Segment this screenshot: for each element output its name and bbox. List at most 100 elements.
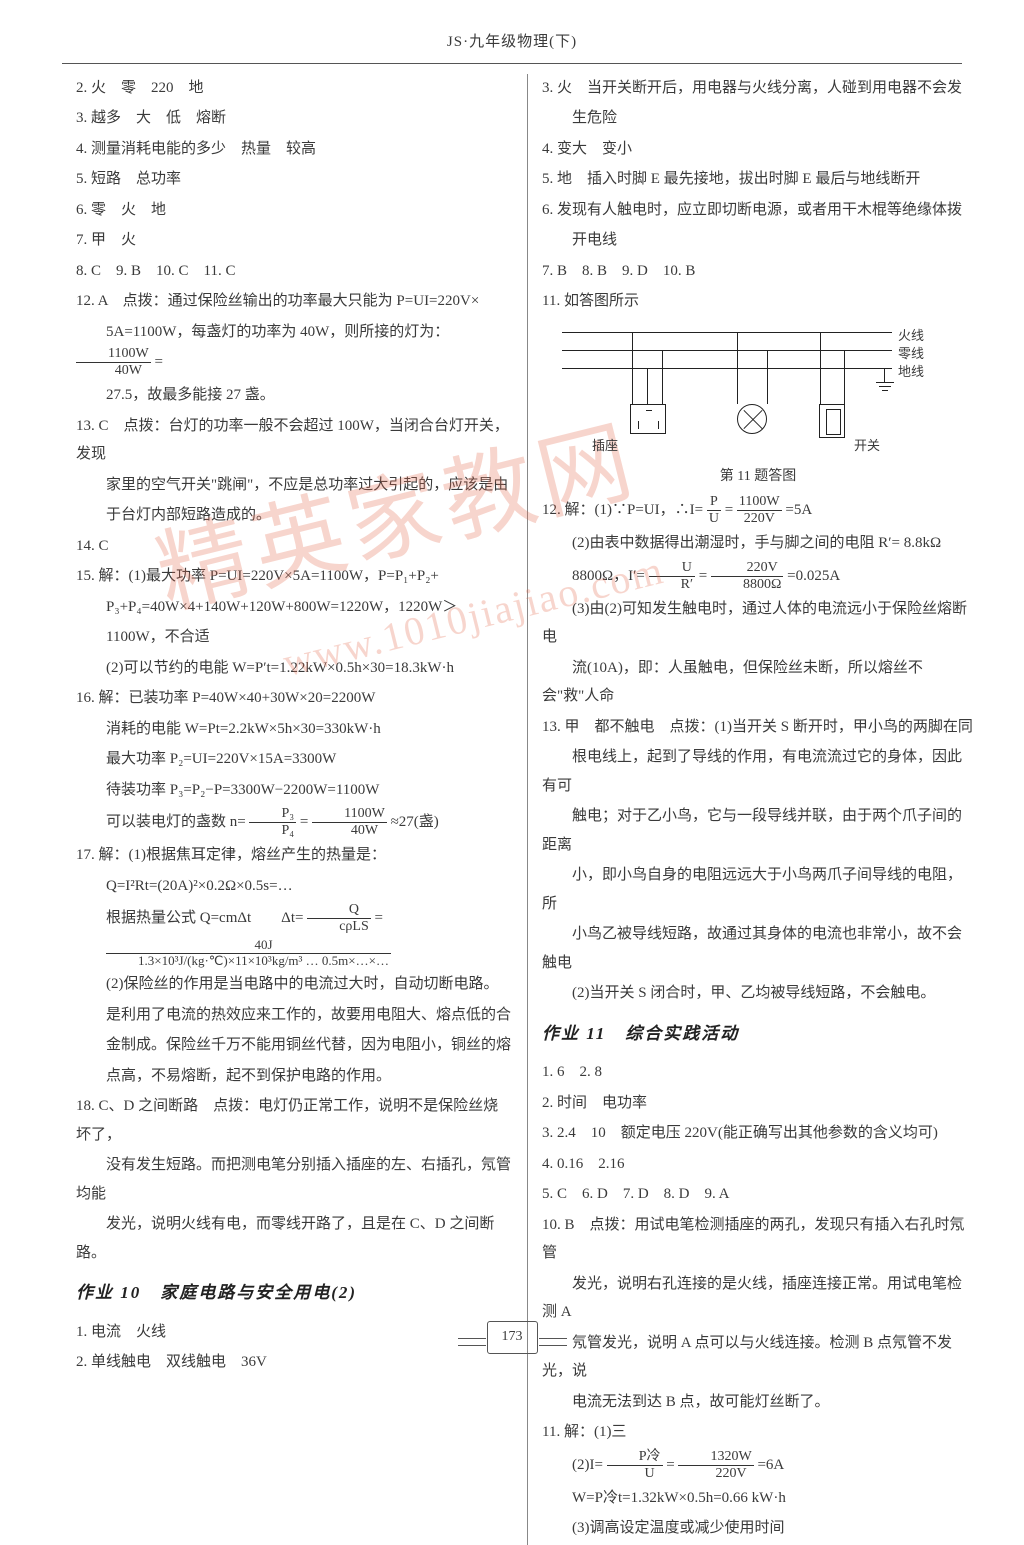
r4: 4. 变大 变小 [542,135,974,164]
ans-17g: 金制成。保险丝千万不能用铜丝代替，因为电阻小，铜丝的熔 [76,1031,513,1060]
ans-17b: Q=I²Rt=(20A)²×0.2Ω×0.5s=… [76,872,513,901]
frac-q: Q cρLS [307,902,371,935]
bulb-icon [737,404,767,434]
frac-long: 40J 1.3×10³J/(kg·℃)×11×10³kg/m³ … 0.5m×…… [106,938,391,969]
drop-bulb-b [767,350,768,404]
s11-2: 2. 时间 电功率 [542,1089,974,1118]
socket-icon [630,404,666,434]
ans-15b: P₃+P₄=40W×4+140W+120W+800W=1220W，1220W＞ [76,593,513,622]
s11-10b: 发光，说明右孔连接的是火线，插座连接正常。用试电笔检测 A [542,1270,974,1327]
s11-11c: W=P冷t=1.32kW×0.5h=0.66 kW·h [542,1484,974,1513]
figure-caption: 第 11 题答图 [542,464,974,491]
ans-13b: 家里的空气开关"跳闸"，不应是总功率过大引起的，应该是由 [76,471,513,500]
r12c-pre: 8800Ω，I′= [572,568,645,584]
r12a-pre: 12. 解：(1)∵P=UI，∴I= [542,502,703,518]
r11: 11. 如答图所示 [542,287,974,316]
frac-bot: 220V [737,511,782,527]
s11-10a: 10. B 点拨：用试电笔检测插座的两孔，发现只有插入右孔时氖管 [542,1211,974,1268]
wire-ground [562,368,892,369]
section-11-title: 作业 11 综合实践活动 [542,1018,974,1050]
drop-socket-a [632,332,633,404]
switch-icon [819,404,845,438]
r3a: 3. 火 当开关断开后，用电器与火线分离，人碰到用电器不会发 [542,74,974,103]
eq: = [666,1457,674,1473]
frac-1100-220: 1100W 220V [737,494,782,527]
s11-11b-pre: (2)I= [572,1457,603,1473]
frac-top: U [649,560,695,577]
r13b: 根电线上，起到了导线的作用，有电流流过它的身体，因此有可 [542,743,974,800]
s11-11b: (2)I= P冷 U = 1320W 220V =6A [542,1449,974,1482]
wire-fire [562,332,892,333]
r12c-post: =0.025A [787,568,840,584]
ans-16b: 消耗的电能 W=Pt=2.2kW×5h×30=330kW·h [76,715,513,744]
ans-17c-text: 根据热量公式 Q=cmΔt Δt= [106,910,303,926]
s11-11b-post: =6A [757,1457,784,1473]
r6b: 开电线 [542,226,974,255]
r12b: (2)由表中数据得出潮湿时，手与脚之间的电阻 R′= 8.8kΩ [542,529,974,558]
r6a: 6. 发现有人触电时，应立即切断电源，或者用干木棍等绝缘体拨 [542,196,974,225]
frac-bot: R′ [649,577,695,593]
frac-top: Q [307,902,371,919]
r12e: 流(10A)，即：人虽触电，但保险丝未断，所以熔丝不会"救"人命 [542,654,974,711]
ans-17d: 40J 1.3×10³J/(kg·℃)×11×10³kg/m³ … 0.5m×…… [76,938,513,969]
ans-17e: (2)保险丝的作用是当电路中的电流过大时，自动切断电路。 [76,970,513,999]
eq: = [375,910,383,926]
drop-sw-a [820,332,821,404]
ans-4: 4. 测量消耗电能的多少 热量 较高 [76,135,513,164]
ans-12b: 5A=1100W，每盏灯的功率为 40W，则所接的灯为： 1100W 40W = [76,318,513,380]
ans-13a: 13. C 点拨：台灯的功率一般不会超过 100W，当闭合台灯开关，发现 [76,412,513,469]
r13a: 13. 甲 都不触电 点拨：(1)当开关 S 断开时，甲小鸟的两脚在同 [542,713,974,742]
frac-220-8800: 220V 8800Ω [711,560,783,593]
ans-16c: 最大功率 P₂=UI=220V×15A=3300W [76,745,513,774]
ans-18a: 18. C、D 之间断路 点拨：电灯仍正常工作，说明不是保险丝烧坏了， [76,1092,513,1149]
frac-top: P₃ [249,806,296,823]
ans-18b: 没有发生短路。而把测电笔分别插入插座的左、右插孔，氖管均能 [76,1151,513,1208]
ans-3: 3. 越多 大 低 熔断 [76,104,513,133]
frac-1100-40: 1100W 40W [76,346,151,379]
ground-icon [876,382,894,391]
r13c: 触电；对于乙小鸟，它与一段导线并联，由于两个爪子间的距离 [542,802,974,859]
s11-11d: (3)调高设定温度或减少使用时间 [542,1514,974,1543]
label-switch: 开关 [854,434,880,459]
eq: = [699,568,707,584]
page-footer: 173 [0,1321,1024,1354]
r13f: (2)当开关 S 闭合时，甲、乙均被导线短路，不会触电。 [542,979,974,1008]
frac-top: P [707,494,721,511]
ans-8: 8. C 9. B 10. C 11. C [76,257,513,286]
r12a-post: =5A [785,502,812,518]
drop-socket-b [662,350,663,404]
wire-zero [562,350,892,351]
s11-1: 1. 6 2. 8 [542,1058,974,1087]
s11-5: 5. C 6. D 7. D 8. D 9. A [542,1180,974,1209]
ans-18c: 发光，说明火线有电，而零线开路了，且是在 C、D 之间断路。 [76,1210,513,1267]
frac-p3p4: P₃ P₄ [249,806,296,839]
ans-5: 5. 短路 总功率 [76,165,513,194]
label-ground: 地线 [898,360,924,385]
frac-top: 1100W [312,806,387,823]
frac-top: 1320W [678,1449,753,1466]
ans-16e: 可以装电灯的盏数 n= P₃ P₄ = 1100W 40W ≈27(盏) [76,806,513,839]
s11-10d: 电流无法到达 B 点，故可能灯丝断了。 [542,1388,974,1417]
frac-bot: 220V [678,1466,753,1482]
frac-top: 1100W [76,346,151,363]
ans-13c: 于台灯内部短路造成的。 [76,501,513,530]
drop-sw-b [844,350,845,404]
ground-drop [884,368,885,382]
frac-top: 1100W [737,494,782,511]
ans-16d: 待装功率 P₃=P₂−P=3300W−2200W=1100W [76,776,513,805]
ans-12a: 12. A 点拨：通过保险丝输出的功率最大只能为 P=UI=220V× [76,287,513,316]
frac-bot: cρLS [307,919,371,935]
r3b: 生危险 [542,104,974,133]
ans-16e-post: ≈27(盏) [391,814,439,830]
drop-socket-g [647,368,648,404]
r13d: 小，即小鸟自身的电阻远远大于小鸟两爪子间导线的电阻，所 [542,861,974,918]
frac-1320-220: 1320W 220V [678,1449,753,1482]
header-rule [62,63,962,64]
ans-14: 14. C [76,532,513,561]
ans-17a: 17. 解：(1)根据焦耳定律，熔丝产生的热量是： [76,841,513,870]
section-10-title: 作业 10 家庭电路与安全用电(2) [76,1277,513,1309]
frac-bot: 40W [312,823,387,839]
ans-12b-text: 5A=1100W，每盏灯的功率为 40W，则所接的灯为： [106,324,449,340]
drop-bulb-a [737,332,738,404]
ans-15c: 1100W，不合适 [76,623,513,652]
